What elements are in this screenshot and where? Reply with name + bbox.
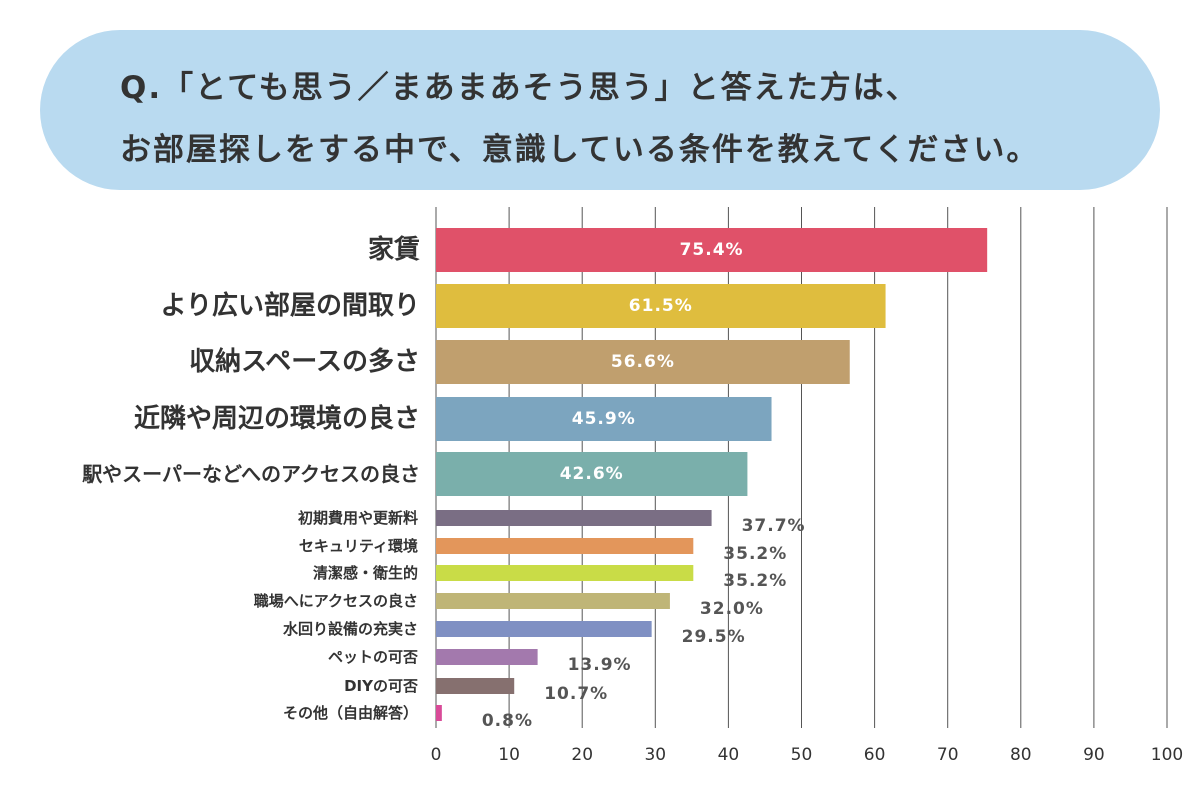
- category-label: 初期費用や更新料: [298, 509, 418, 527]
- x-tick-label: 0: [431, 745, 442, 765]
- category-label: セキュリティ環境: [299, 537, 418, 555]
- x-tick-label: 80: [1010, 745, 1032, 765]
- category-label: より広い部屋の間取り: [161, 290, 420, 321]
- data-label: 35.2%: [723, 571, 787, 591]
- category-label: 水回り設備の充実さ: [283, 620, 418, 638]
- data-label: 37.7%: [742, 516, 806, 536]
- category-label: DIYの可否: [344, 677, 418, 695]
- x-tick-label: 70: [937, 745, 959, 765]
- question-banner: Q.「とても思う／まあまあそう思う」と答えた方は、 お部屋探しをする中で、意識し…: [40, 30, 1160, 190]
- category-label: その他（自由解答）: [283, 704, 418, 722]
- x-tick-label: 30: [644, 745, 666, 765]
- bar-11: [436, 678, 515, 694]
- x-tick-label: 10: [498, 745, 520, 765]
- data-label: 29.5%: [682, 627, 746, 647]
- data-label: 0.8%: [482, 711, 533, 731]
- data-label: 61.5%: [629, 296, 693, 316]
- category-label: 近隣や周辺の環境の良さ: [134, 403, 420, 434]
- question-line-1: Q.「とても思う／まあまあそう思う」と答えた方は、: [120, 70, 919, 106]
- question-line-2: お部屋探しをする中で、意識している条件を教えてください。: [120, 132, 1040, 168]
- bar-3: [436, 397, 772, 441]
- bar-6: [436, 538, 694, 554]
- x-tick-label: 100: [1151, 745, 1183, 765]
- bar-8: [436, 593, 670, 609]
- category-label: 職場へにアクセスの良さ: [254, 592, 418, 610]
- category-label: 清潔感・衛生的: [313, 564, 418, 582]
- x-tick-label: 50: [791, 745, 813, 765]
- bar-1: [436, 284, 886, 328]
- data-label: 32.0%: [700, 599, 764, 619]
- x-tick-label: 60: [864, 745, 886, 765]
- bar-2: [436, 340, 850, 384]
- category-label: 駅やスーパーなどへのアクセスの良さ: [81, 462, 420, 486]
- category-label: ペットの可否: [328, 648, 418, 666]
- bar-7: [436, 565, 694, 581]
- bar-9: [436, 621, 652, 637]
- data-label: 35.2%: [723, 544, 787, 564]
- bar-5: [436, 510, 712, 526]
- category-label: 家賃: [368, 234, 420, 265]
- data-label: 45.9%: [572, 409, 636, 429]
- bar-0: [436, 228, 988, 272]
- x-tick-label: 20: [571, 745, 593, 765]
- bar-12: [436, 705, 442, 721]
- data-label: 10.7%: [544, 684, 608, 704]
- x-tick-label: 40: [718, 745, 740, 765]
- x-tick-label: 90: [1083, 745, 1105, 765]
- data-label: 13.9%: [568, 655, 632, 675]
- data-label: 75.4%: [680, 240, 744, 260]
- category-label: 収納スペースの多さ: [189, 346, 420, 377]
- bar-10: [436, 649, 538, 665]
- data-label: 56.6%: [611, 352, 675, 372]
- data-label: 42.6%: [560, 464, 624, 484]
- bar-4: [436, 452, 748, 496]
